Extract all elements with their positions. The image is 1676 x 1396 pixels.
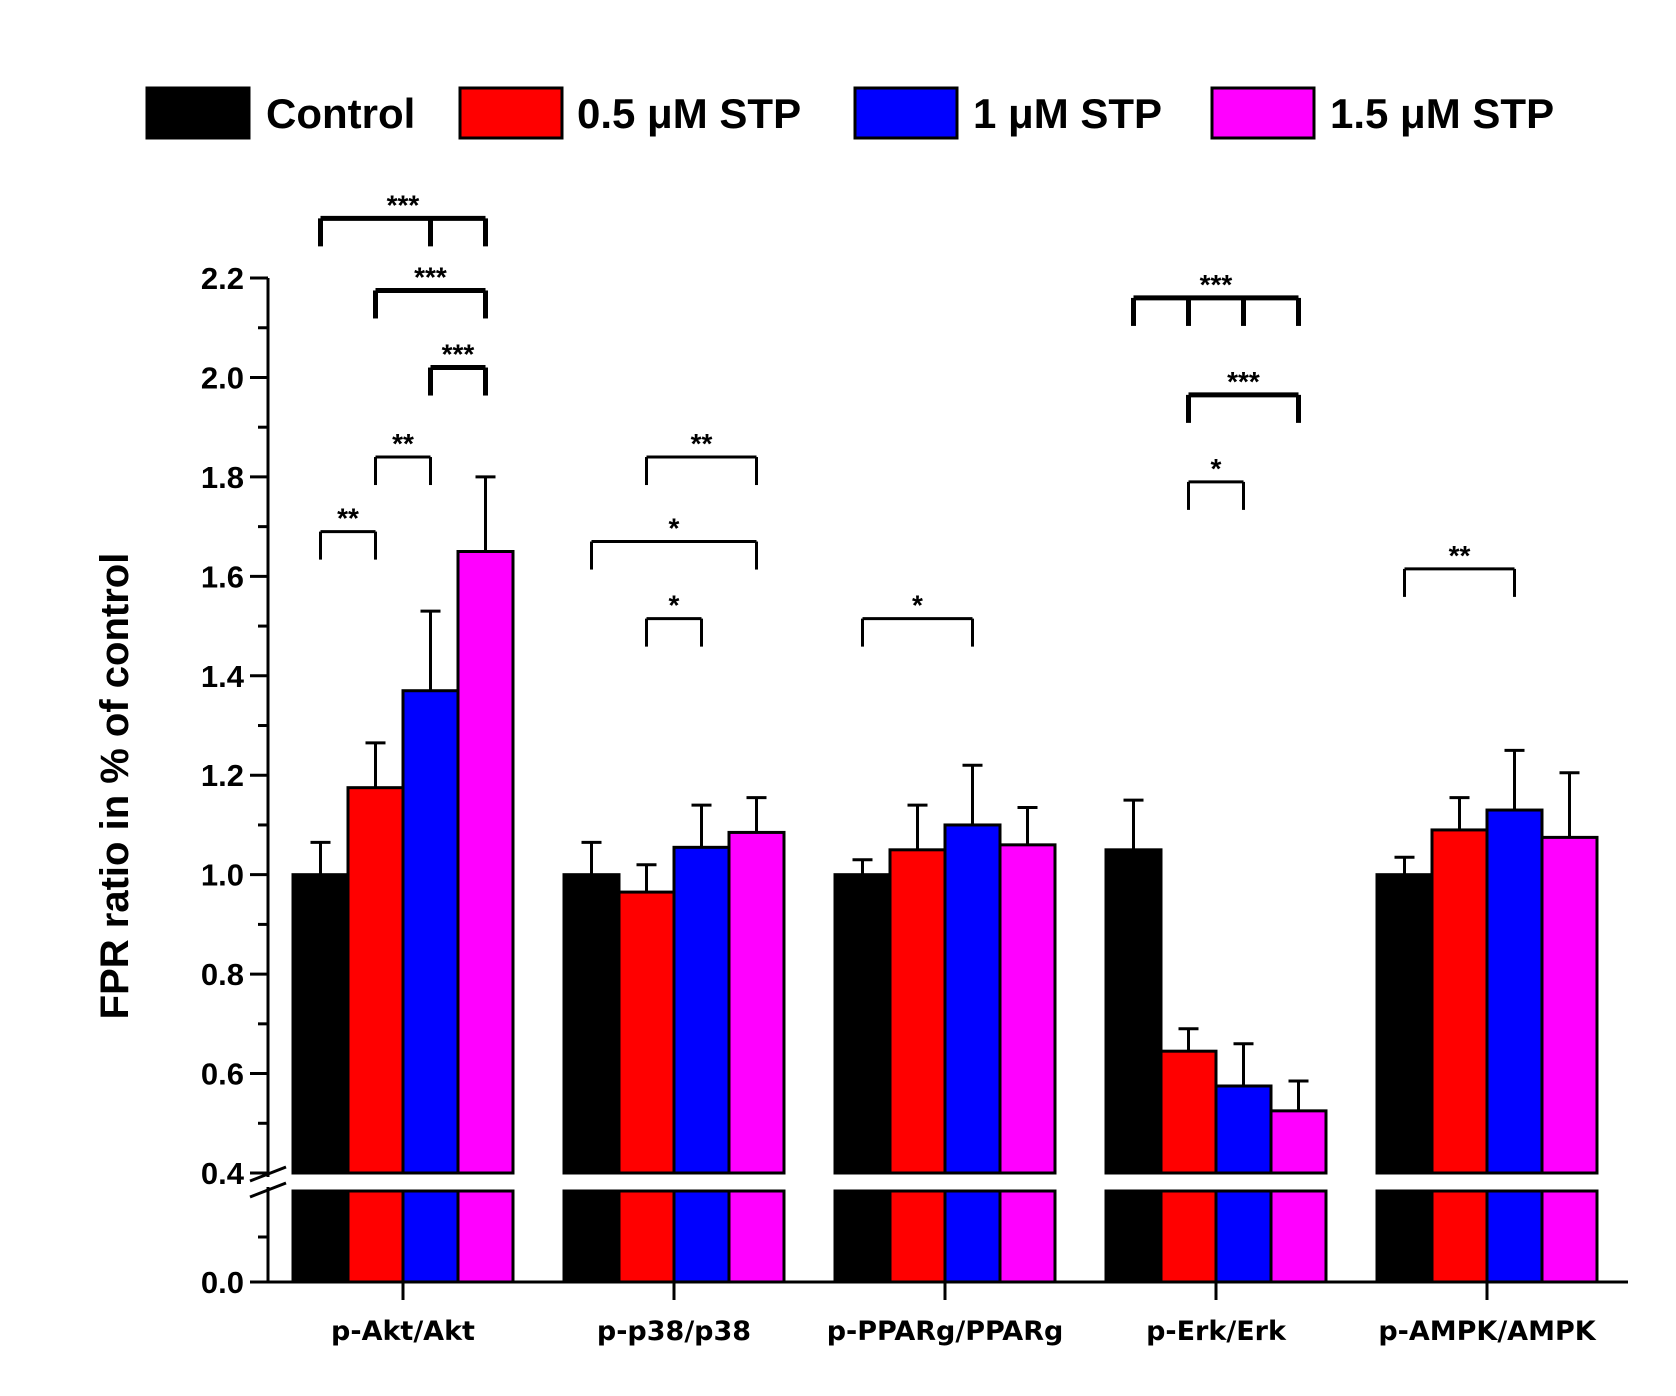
bars [280,475,1628,1284]
significance-label: ** [1449,540,1471,571]
legend-swatch [853,86,959,140]
bar-lower-segment [1375,1189,1434,1284]
bar-lower-segment [346,1189,405,1284]
x-category-label: p-p38/p38 [597,1316,751,1347]
axis-break-mark [249,1181,287,1199]
bar-lower-segment [1485,1189,1544,1284]
bar [1430,828,1489,1175]
significance-label: *** [442,339,475,370]
y-tick-label: 0.0 [201,1265,244,1300]
significance-label: *** [1200,269,1233,300]
y-tick-label: 1.6 [201,559,244,594]
bar [1214,1084,1273,1175]
bar-lower-segment [943,1189,1002,1284]
significance-label: *** [387,189,420,220]
significance-label: * [912,590,923,621]
bar-lower-segment [888,1189,947,1284]
bar [998,843,1057,1175]
x-category-label: p-Erk/Erk [1146,1316,1287,1347]
x-category-label: p-PPARg/PPARg [827,1316,1064,1347]
bar-lower-segment [1269,1189,1328,1284]
bar [401,689,460,1175]
bar-lower-segment [291,1189,350,1284]
bar [943,823,1002,1175]
bar [727,830,786,1175]
significance-label: * [1211,453,1222,484]
y-tick-label: 1.4 [201,659,245,694]
y-tick-label: 2.2 [201,261,244,296]
legend: Control 0.5 μM STP 1 μM STP 1.5 μM STP [145,86,1554,140]
significance-label: * [669,513,680,544]
bar [346,786,405,1175]
legend-swatch [1210,86,1316,140]
y-tick-label: 1.8 [201,460,244,495]
bar [617,890,676,1175]
bar [1375,873,1434,1175]
legend-label: 1.5 μM STP [1330,90,1554,137]
bar-lower-segment [617,1189,676,1284]
legend-label: 1 μM STP [973,90,1162,137]
y-tick-label: 0.6 [201,1057,244,1092]
legend-label: 0.5 μM STP [577,90,801,137]
y-tick-label: 0.8 [201,957,244,992]
bar-lower-segment [998,1189,1057,1284]
bar-lower-segment [1214,1189,1273,1284]
bar [291,873,350,1175]
bar-lower-segment [672,1189,731,1284]
significance-label: ** [691,428,713,459]
axis-break-gap [280,1175,1628,1189]
bar [672,845,731,1175]
y-tick-label: 2.0 [201,360,244,395]
bar-lower-segment [456,1189,515,1284]
y-tick-label: 0.4 [201,1156,245,1191]
bar [1485,808,1544,1175]
bar [1269,1109,1328,1175]
y-tick-label: 1.2 [201,758,244,793]
bar [1104,848,1163,1175]
bar [562,873,621,1175]
legend-swatch [458,86,564,140]
x-category-label: p-Akt/Akt [331,1316,475,1347]
legend-label: Control [266,90,415,137]
significance-label: *** [1227,366,1260,397]
significance-label: ** [337,503,359,534]
bar [888,848,947,1175]
legend-swatch [145,86,251,140]
y-axis-label: FPR ratio in % of control [93,553,137,1020]
bar [833,873,892,1175]
bar-lower-segment [401,1189,460,1284]
bar [456,550,515,1175]
axes: 0.0 0.4 0.6 0.8 1.0 1.2 1.4 1.6 1.8 2.0 2.2 p-Akt/A… [201,261,1628,1347]
significance-annotations: *************************** [318,189,1516,647]
bar-lower-segment [1159,1189,1218,1284]
significance-label: ** [392,428,414,459]
bar [1540,835,1599,1175]
bar-lower-segment [1104,1189,1163,1284]
bar [1159,1049,1218,1175]
bar-lower-segment [562,1189,621,1284]
y-tick-label: 1.0 [201,858,244,893]
bar-lower-segment [1540,1189,1599,1284]
significance-label: *** [414,261,447,292]
bar-lower-segment [1430,1189,1489,1284]
x-category-label: p-AMPK/AMPK [1378,1316,1596,1347]
bar-lower-segment [833,1189,892,1284]
bar-lower-segment [727,1189,786,1284]
significance-label: * [669,590,680,621]
